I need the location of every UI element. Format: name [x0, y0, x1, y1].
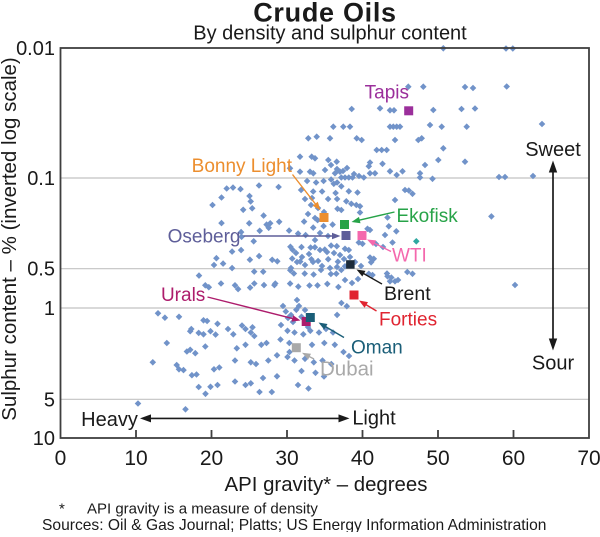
svg-text:Tapis: Tapis: [365, 83, 409, 104]
svg-text:30: 30: [275, 447, 298, 470]
svg-text:Oseberg: Oseberg: [168, 227, 241, 248]
svg-text:*: *: [59, 501, 65, 518]
svg-text:Heavy: Heavy: [81, 409, 138, 431]
svg-text:WTI: WTI: [392, 246, 427, 267]
svg-text:Sour: Sour: [532, 353, 575, 375]
svg-text:0.01: 0.01: [16, 38, 55, 60]
svg-text:Sulphur content – % (inverted: Sulphur content – % (inverted log scale): [0, 57, 21, 421]
svg-text:50: 50: [426, 447, 449, 470]
svg-text:10: 10: [33, 428, 55, 450]
svg-text:Bonny Light: Bonny Light: [192, 156, 293, 177]
svg-text:Ekofisk: Ekofisk: [397, 206, 459, 227]
svg-text:Crude Oils: Crude Oils: [253, 0, 397, 28]
svg-text:API gravity* – degrees: API gravity* – degrees: [225, 474, 428, 496]
svg-text:70: 70: [577, 447, 600, 470]
svg-text:0: 0: [55, 447, 67, 470]
svg-text:Light: Light: [352, 408, 396, 430]
svg-text:Sources: Oil & Gas Journal; Pl: Sources: Oil & Gas Journal; Platts; US E…: [42, 517, 546, 532]
svg-text:60: 60: [502, 447, 525, 470]
svg-text:Urals: Urals: [161, 285, 205, 306]
svg-text:0.1: 0.1: [27, 168, 55, 190]
svg-text:Sweet: Sweet: [525, 139, 581, 161]
svg-text:API gravity is a measure of de: API gravity is a measure of density: [87, 501, 318, 518]
svg-text:5: 5: [44, 389, 55, 411]
svg-text:10: 10: [124, 447, 147, 470]
svg-text:1: 1: [44, 298, 55, 320]
svg-text:Oman: Oman: [351, 338, 403, 359]
svg-text:40: 40: [351, 447, 374, 470]
svg-text:Forties: Forties: [379, 310, 437, 331]
svg-text:By density and sulphur content: By density and sulphur content: [193, 23, 467, 45]
svg-text:Brent: Brent: [384, 283, 431, 305]
svg-text:20: 20: [200, 447, 223, 470]
svg-text:Dubai: Dubai: [320, 358, 374, 381]
svg-text:0.5: 0.5: [27, 259, 55, 281]
